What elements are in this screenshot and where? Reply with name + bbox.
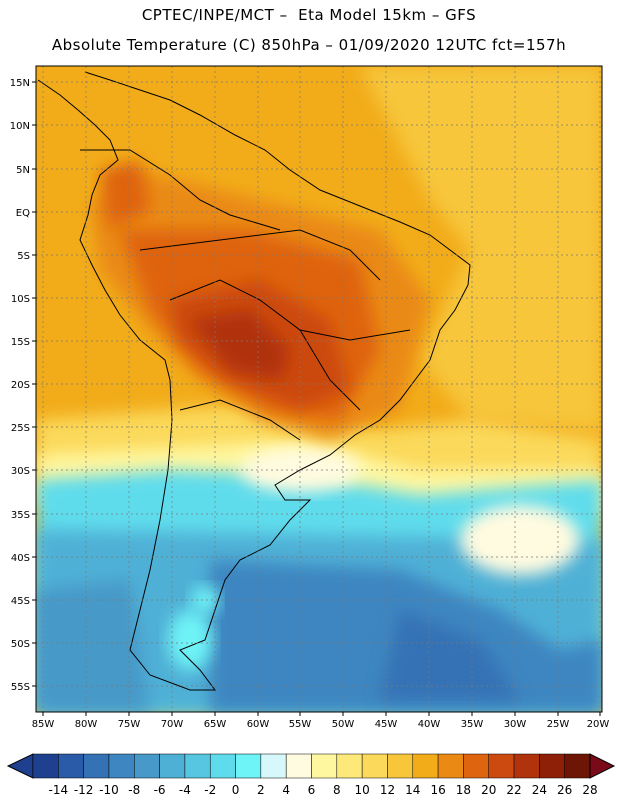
color-swatch bbox=[235, 753, 262, 779]
lat-label: EQ bbox=[16, 208, 30, 219]
latitude-labels: 15N 10N 5N EQ 5S 10S 15S 20S 25S 30S 35S… bbox=[10, 78, 30, 693]
color-scale-label: 22 bbox=[506, 783, 521, 797]
color-scale-label: 4 bbox=[282, 783, 290, 797]
color-scale-label: 8 bbox=[333, 783, 341, 797]
color-swatch bbox=[260, 753, 287, 779]
map-title-line-2: Absolute Temperature (C) 850hPa – 01/09/… bbox=[51, 36, 567, 54]
color-scale-label: -8 bbox=[128, 783, 140, 797]
color-swatch bbox=[184, 753, 211, 779]
color-scale-label: 14 bbox=[405, 783, 420, 797]
color-swatch bbox=[83, 753, 110, 779]
color-scale-label: 2 bbox=[257, 783, 265, 797]
lon-label: 35W bbox=[461, 719, 484, 730]
lat-label: 50S bbox=[11, 639, 30, 650]
color-scale-label: -2 bbox=[204, 783, 216, 797]
axis-ticks bbox=[32, 81, 601, 716]
lon-label: 45W bbox=[375, 719, 398, 730]
color-swatch bbox=[412, 753, 439, 779]
lat-label: 15N bbox=[10, 78, 30, 89]
lon-label: 25W bbox=[547, 719, 570, 730]
longitude-labels: 85W 80W 75W 70W 65W 60W 55W 50W 45W 40W … bbox=[32, 719, 610, 730]
lon-label: 50W bbox=[332, 719, 355, 730]
color-scale-label: 18 bbox=[456, 783, 471, 797]
color-scale-label: 28 bbox=[582, 783, 597, 797]
lon-label: 75W bbox=[118, 719, 141, 730]
color-scale-label: -6 bbox=[154, 783, 166, 797]
lat-label: 55S bbox=[11, 682, 30, 693]
color-swatch bbox=[209, 753, 236, 779]
color-scale-bar: -14 -12 -10 -8 -6 -4 -2 0 2 4 6 8 10 12 14 16 18 20 22 24 26… bbox=[6, 753, 616, 797]
lon-label: 85W bbox=[32, 719, 55, 730]
color-scale-label: 20 bbox=[481, 783, 496, 797]
color-swatch bbox=[134, 753, 160, 779]
color-scale-label: 16 bbox=[430, 783, 445, 797]
map-title-line-1: CPTEC/INPE/MCT – Eta Model 15km – GFS bbox=[141, 6, 477, 24]
color-scale-label: -10 bbox=[99, 783, 119, 797]
color-swatch bbox=[437, 753, 464, 779]
color-scale-label: 26 bbox=[557, 783, 572, 797]
color-swatch bbox=[159, 753, 186, 779]
lat-label: 45S bbox=[11, 596, 30, 607]
color-swatches bbox=[6, 753, 616, 779]
color-swatch bbox=[539, 753, 565, 779]
lon-label: 70W bbox=[161, 719, 184, 730]
lon-label: 60W bbox=[247, 719, 270, 730]
color-scale-label: 0 bbox=[232, 783, 240, 797]
color-swatch bbox=[513, 753, 540, 779]
color-swatch bbox=[32, 753, 59, 779]
map-frame bbox=[35, 65, 603, 713]
color-swatch bbox=[564, 753, 591, 779]
lat-label: 25S bbox=[11, 423, 30, 434]
color-scale-label: 6 bbox=[308, 783, 316, 797]
lon-label: 65W bbox=[204, 719, 227, 730]
color-swatch bbox=[311, 753, 338, 779]
lat-label: 30S bbox=[11, 466, 30, 477]
color-swatch bbox=[285, 753, 312, 779]
lon-label: 55W bbox=[289, 719, 312, 730]
temperature-map: 15N 10N 5N EQ 5S 10S 15S 20S 25S 30S 35S… bbox=[10, 65, 610, 730]
color-swatch bbox=[387, 753, 414, 779]
lat-lon-grid bbox=[36, 66, 602, 712]
color-scale-right-arrow bbox=[589, 753, 616, 779]
temperature-field bbox=[36, 66, 602, 712]
lat-label: 10S bbox=[11, 294, 30, 305]
color-scale-label: -4 bbox=[179, 783, 191, 797]
lon-label: 40W bbox=[418, 719, 441, 730]
color-scale-left-arrow bbox=[6, 753, 34, 779]
color-swatch bbox=[463, 753, 489, 779]
lon-label: 20W bbox=[587, 719, 610, 730]
color-swatch bbox=[58, 753, 84, 779]
color-swatch bbox=[336, 753, 363, 779]
lat-label: 5N bbox=[16, 165, 30, 176]
lat-label: 15S bbox=[11, 337, 30, 348]
color-swatch bbox=[108, 753, 135, 779]
color-scale-label: -12 bbox=[74, 783, 94, 797]
color-scale-label: 10 bbox=[354, 783, 369, 797]
color-scale-labels: -14 -12 -10 -8 -6 -4 -2 0 2 4 6 8 10 12 14 16 18 20 22 24 26… bbox=[49, 783, 598, 797]
lat-label: 5S bbox=[17, 251, 30, 262]
color-scale-label: -14 bbox=[49, 783, 69, 797]
lat-label: 35S bbox=[11, 510, 30, 521]
lat-label: 20S bbox=[11, 380, 30, 391]
color-scale-label: 12 bbox=[380, 783, 395, 797]
lat-label: 40S bbox=[11, 553, 30, 564]
lon-label: 30W bbox=[504, 719, 527, 730]
color-scale-label: 24 bbox=[532, 783, 547, 797]
coastline bbox=[37, 71, 471, 691]
color-swatch bbox=[488, 753, 515, 779]
lat-label: 10N bbox=[10, 121, 30, 132]
lon-label: 80W bbox=[75, 719, 98, 730]
color-swatch bbox=[361, 753, 388, 779]
